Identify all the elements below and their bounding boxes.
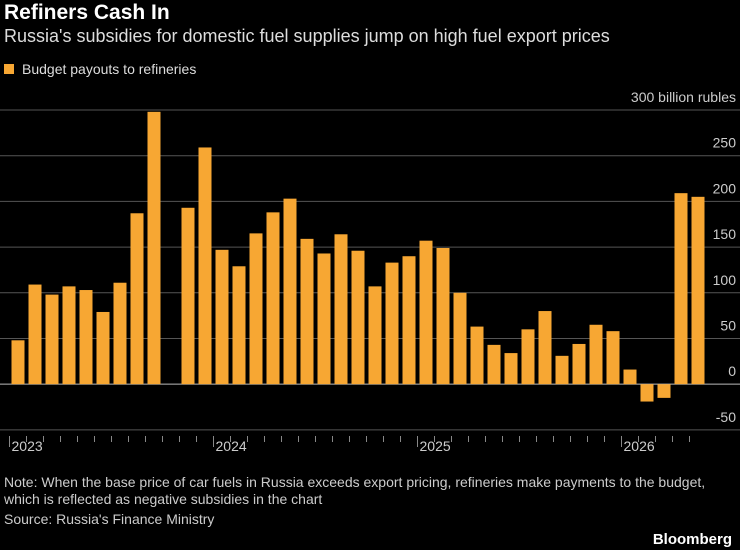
y-tick-label: 200 bbox=[713, 180, 737, 196]
chart-subtitle: Russia's subsidies for domestic fuel sup… bbox=[4, 26, 610, 46]
bar bbox=[555, 355, 569, 385]
bar bbox=[300, 238, 314, 385]
bar bbox=[487, 344, 501, 385]
bar bbox=[623, 369, 637, 385]
bar bbox=[198, 147, 212, 385]
bar bbox=[419, 240, 433, 385]
bar bbox=[657, 384, 671, 398]
bar bbox=[351, 250, 365, 385]
bar bbox=[470, 326, 484, 385]
x-tick-label: 2026 bbox=[624, 438, 655, 454]
bar bbox=[385, 262, 399, 385]
bar bbox=[589, 324, 603, 385]
chart: -50 0 50 100 150 200 250 300 billion rubles 2023… bbox=[0, 89, 740, 454]
y-tick-label: 100 bbox=[713, 272, 737, 288]
bar bbox=[368, 286, 382, 385]
bar bbox=[572, 343, 586, 385]
bar bbox=[96, 311, 110, 385]
bar bbox=[674, 193, 688, 385]
bar bbox=[130, 213, 144, 385]
bar bbox=[504, 353, 518, 385]
bar bbox=[181, 207, 195, 385]
bar bbox=[45, 294, 59, 385]
y-tick-label: 250 bbox=[713, 135, 737, 151]
bar bbox=[232, 266, 246, 385]
bar bbox=[11, 340, 25, 385]
x-tick-label: 2025 bbox=[420, 438, 451, 454]
bar bbox=[147, 111, 161, 385]
bar bbox=[453, 292, 467, 385]
bar bbox=[266, 212, 280, 385]
bar bbox=[640, 384, 654, 402]
x-tick-label: 2024 bbox=[216, 438, 247, 454]
y-tick-label: -50 bbox=[716, 409, 736, 425]
bar bbox=[249, 233, 263, 385]
bar bbox=[691, 196, 705, 385]
bar bbox=[28, 284, 42, 385]
source: Source: Russia's Finance Ministry bbox=[4, 511, 215, 527]
bar bbox=[538, 311, 552, 385]
bar bbox=[436, 247, 450, 385]
bar bbox=[79, 290, 93, 385]
bar bbox=[62, 286, 76, 385]
legend: Budget payouts to refineries bbox=[4, 61, 196, 77]
legend-label: Budget payouts to refineries bbox=[22, 61, 197, 77]
y-tick-label: 50 bbox=[720, 317, 736, 333]
brand: Bloomberg bbox=[652, 531, 732, 548]
y-tick-label: 0 bbox=[728, 363, 736, 379]
bar bbox=[113, 282, 127, 385]
legend-swatch bbox=[4, 64, 14, 74]
chart-title: Refiners Cash In bbox=[4, 1, 170, 24]
bar bbox=[606, 331, 620, 385]
bar bbox=[283, 198, 297, 385]
y-tick-label: 300 billion rubles bbox=[631, 89, 736, 105]
bar bbox=[334, 234, 348, 385]
bar bbox=[402, 256, 416, 385]
bar bbox=[521, 329, 535, 385]
bar bbox=[215, 249, 229, 385]
y-tick-label: 150 bbox=[713, 226, 737, 242]
x-tick-label: 2023 bbox=[12, 438, 43, 454]
bar bbox=[317, 253, 331, 385]
note: Note: When the base price of car fuels i… bbox=[4, 474, 706, 507]
